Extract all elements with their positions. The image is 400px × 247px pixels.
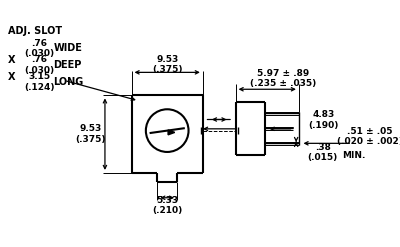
- Text: 3.15
(.124): 3.15 (.124): [24, 72, 54, 92]
- Text: ADJ. SLOT: ADJ. SLOT: [8, 26, 62, 36]
- Text: 5.97 ± .89
(.235 ± .035): 5.97 ± .89 (.235 ± .035): [250, 69, 316, 88]
- Text: .38
(.015): .38 (.015): [308, 143, 338, 162]
- Text: 4.83
(.190): 4.83 (.190): [308, 110, 339, 130]
- Text: MIN.: MIN.: [342, 151, 366, 160]
- Text: 5.33
(.210): 5.33 (.210): [152, 196, 182, 215]
- Polygon shape: [168, 130, 175, 135]
- Text: .76
(.030): .76 (.030): [24, 39, 54, 58]
- Text: LONG: LONG: [53, 77, 84, 87]
- Text: X: X: [8, 56, 16, 65]
- Text: .76
(.030): .76 (.030): [24, 56, 54, 75]
- Text: DEEP: DEEP: [53, 60, 82, 70]
- Text: 9.53
(.375): 9.53 (.375): [152, 55, 182, 74]
- Text: .51 ± .05
(.020 ± .002): .51 ± .05 (.020 ± .002): [337, 126, 400, 146]
- Text: X: X: [8, 72, 16, 82]
- Text: WIDE: WIDE: [53, 43, 82, 53]
- Text: 9.53
(.375): 9.53 (.375): [76, 124, 106, 144]
